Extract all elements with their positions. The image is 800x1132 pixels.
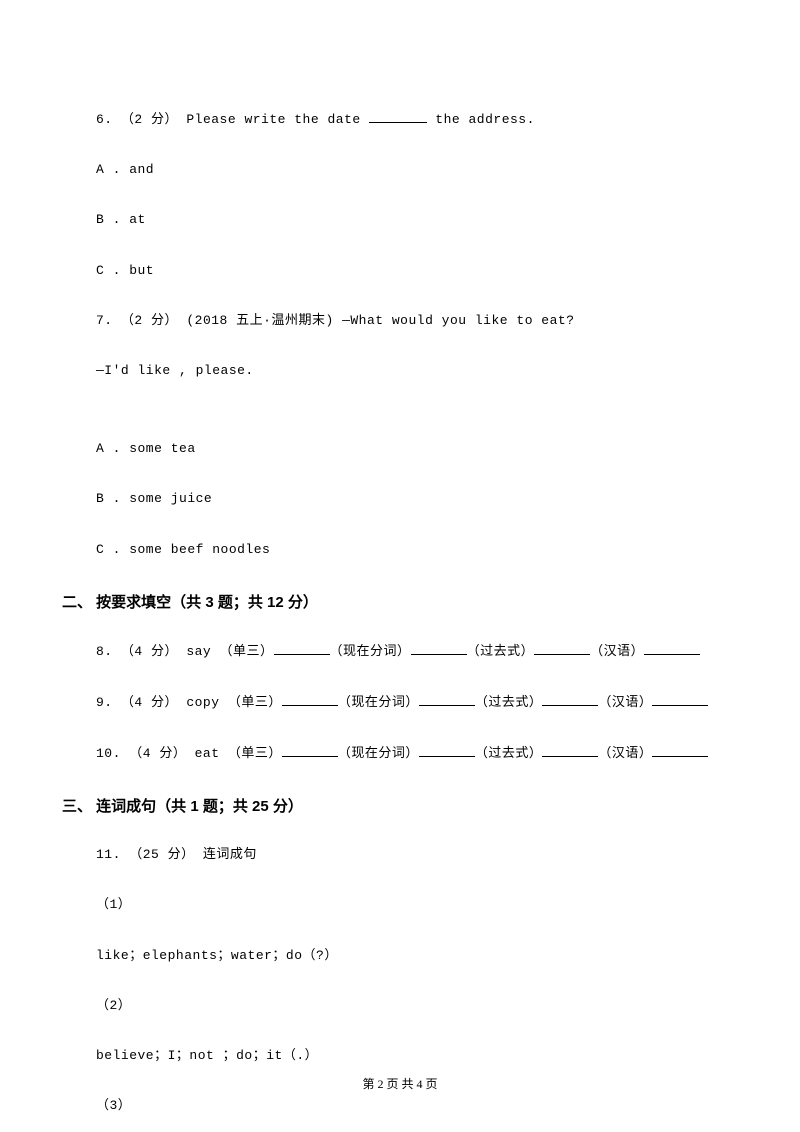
q10-blank-1[interactable] [282,744,338,757]
q8-blank-3[interactable] [534,642,590,655]
q7-line2-before: —I'd like [96,363,179,378]
q8-blank-1[interactable] [274,642,330,655]
q7-text: —What would you like to eat? [342,313,574,328]
q10-number: 10. [96,746,121,761]
q11-sub1-num: （1） [62,896,738,914]
q7-points: （2 分） [121,313,178,328]
q11-text: 连词成句 [195,847,257,862]
q10-points: （4 分） [129,746,186,761]
q7-source: (2018 五上·温州期末) [186,313,342,328]
q9-form2: （过去式） [475,695,543,710]
q10-word: eat （单三） [186,746,282,761]
q8-number: 8. [96,644,113,659]
page-footer: 第 2 页 共 4 页 [0,1075,800,1092]
q6-text-after: the address. [427,112,535,127]
question-9: 9. （4 分） copy （单三） （现在分词） （过去式） （汉语） [62,693,738,712]
q6-option-c[interactable]: C . but [62,262,738,280]
q9-number: 9. [96,695,113,710]
question-7: 7. （2 分） (2018 五上·温州期末) —What would you … [62,312,738,330]
q8-blank-2[interactable] [411,642,467,655]
q10-blank-3[interactable] [542,744,598,757]
q11-sub3-num: （3） [62,1097,738,1115]
q8-form2: （过去式） [467,644,535,659]
question-6: 6. （2 分） Please write the date the addre… [62,110,738,129]
question-11: 11. （25 分） 连词成句 [62,846,738,864]
q11-sub2-num: （2） [62,997,738,1015]
q9-form3: （汉语） [598,695,652,710]
q8-form1: （现在分词） [330,644,411,659]
question-10: 10. （4 分） eat （单三） （现在分词） （过去式） （汉语） [62,744,738,763]
q11-number: 11. [96,847,121,862]
q10-form2: （过去式） [475,746,543,761]
q9-blank-2[interactable] [419,693,475,706]
q6-number: 6. [96,112,113,127]
q9-blank-1[interactable] [282,693,338,706]
q7-option-a[interactable]: A . some tea [62,440,738,458]
q10-blank-2[interactable] [419,744,475,757]
q8-form3: （汉语） [590,644,644,659]
q9-form1: （现在分词） [338,695,419,710]
q11-sub1-text: like；elephants；water；do（?） [62,947,738,965]
q7-number: 7. [96,313,113,328]
q9-points: （4 分） [121,695,178,710]
q11-points: （25 分） [129,847,194,862]
q8-blank-4[interactable] [644,642,700,655]
q10-form1: （现在分词） [338,746,419,761]
q7-option-c[interactable]: C . some beef noodles [62,541,738,559]
q9-word: copy （单三） [178,695,282,710]
q10-form3: （汉语） [598,746,652,761]
q7-line2-after: , please. [179,363,254,378]
q6-option-b[interactable]: B . at [62,211,738,229]
q7-line2: —I'd like , please. [62,362,738,380]
q6-blank[interactable] [369,110,427,123]
section-3-header: 三、 连词成句（共 1 题；共 25 分） [62,795,738,816]
q9-blank-4[interactable] [652,693,708,706]
q6-text-before: Please write the date [186,112,369,127]
question-8: 8. （4 分） say （单三） （现在分词） （过去式） （汉语） [62,642,738,661]
q11-sub2-text: believe；I；not ；do；it（.） [62,1047,738,1065]
q6-points: （2 分） [121,112,178,127]
q6-option-a[interactable]: A . and [62,161,738,179]
q7-option-b[interactable]: B . some juice [62,490,738,508]
q10-blank-4[interactable] [652,744,708,757]
page-content: 6. （2 分） Please write the date the addre… [0,0,800,1115]
q8-word: say （单三） [178,644,274,659]
q8-points: （4 分） [121,644,178,659]
q9-blank-3[interactable] [542,693,598,706]
section-2-header: 二、 按要求填空（共 3 题；共 12 分） [62,591,738,612]
